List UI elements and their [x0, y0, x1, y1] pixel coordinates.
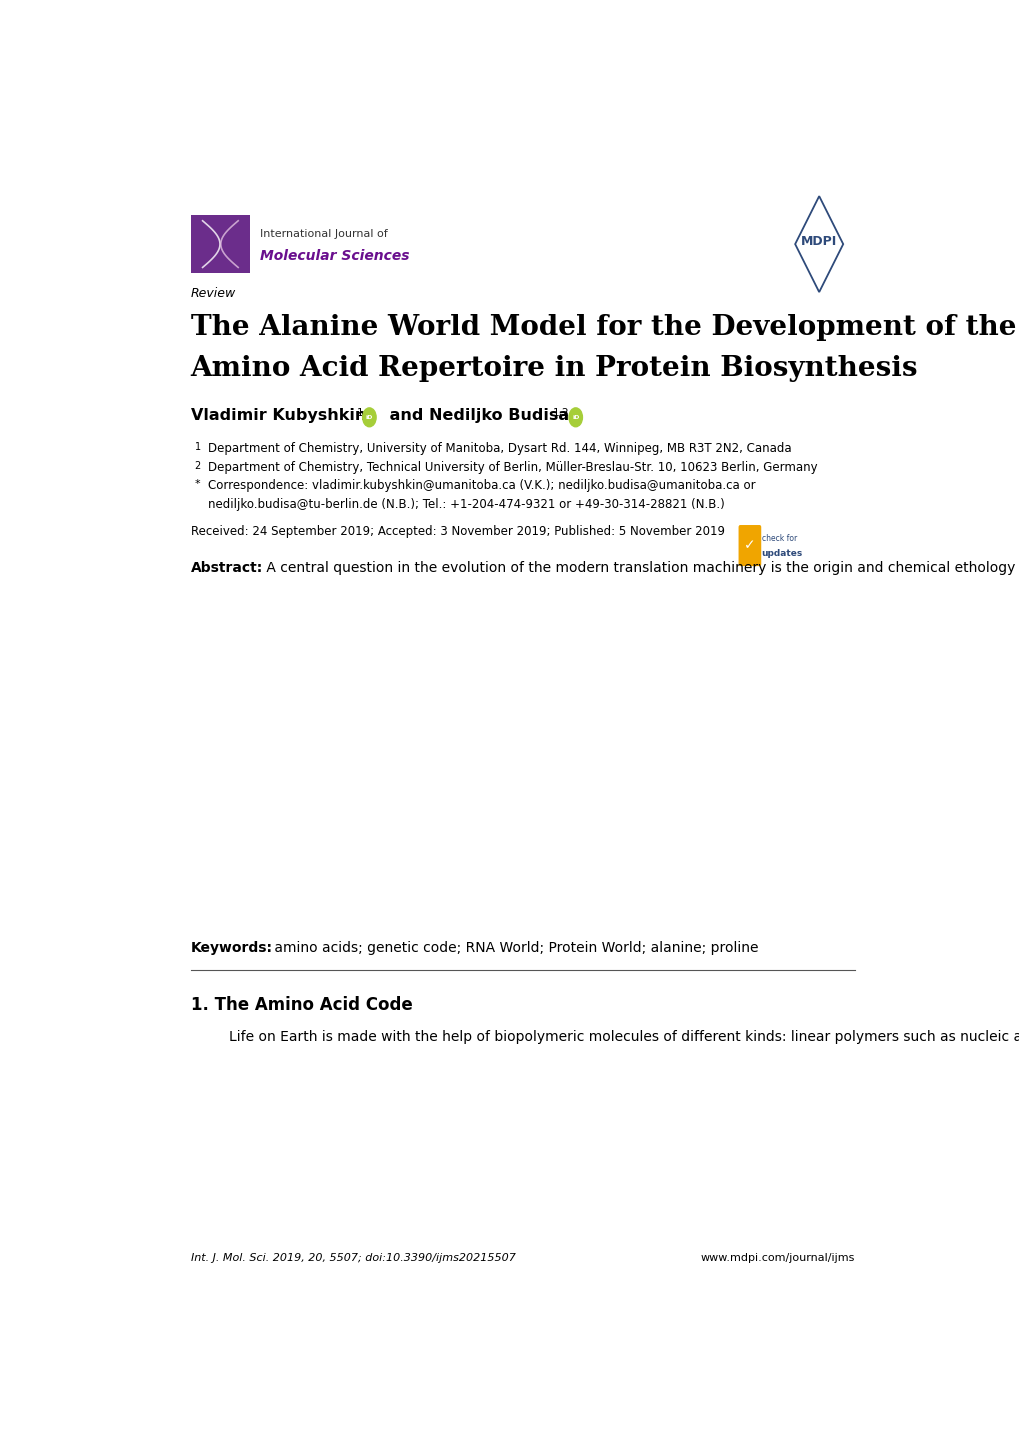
- FancyBboxPatch shape: [191, 215, 250, 273]
- FancyBboxPatch shape: [738, 525, 760, 567]
- Text: nediljko.budisa@tu-berlin.de (N.B.); Tel.: +1-204-474-9321 or +49-30-314-28821 (: nediljko.budisa@tu-berlin.de (N.B.); Tel…: [208, 499, 725, 512]
- Text: Correspondence: vladimir.kubyshkin@umanitoba.ca (V.K.); nediljko.budisa@umanitob: Correspondence: vladimir.kubyshkin@umani…: [208, 480, 755, 493]
- Text: 1,*: 1,*: [357, 408, 372, 418]
- Text: iD: iD: [572, 415, 579, 420]
- Text: International Journal of: International Journal of: [259, 228, 387, 238]
- Text: Keywords:: Keywords:: [191, 940, 272, 955]
- Text: 1,2,*: 1,2,*: [552, 408, 578, 418]
- Text: The Alanine World Model for the Development of the: The Alanine World Model for the Developm…: [191, 314, 1015, 342]
- Text: A central question in the evolution of the modern translation machinery is the o: A central question in the evolution of t…: [262, 561, 1019, 574]
- Circle shape: [363, 408, 376, 427]
- Text: Received: 24 September 2019; Accepted: 3 November 2019; Published: 5 November 20: Received: 24 September 2019; Accepted: 3…: [191, 525, 725, 538]
- Circle shape: [569, 408, 582, 427]
- Text: Amino Acid Repertoire in Protein Biosynthesis: Amino Acid Repertoire in Protein Biosynt…: [191, 355, 917, 382]
- Text: and Nediljko Budisa: and Nediljko Budisa: [383, 408, 574, 424]
- Text: Life on Earth is made with the help of biopolymeric molecules of different kinds: Life on Earth is made with the help of b…: [228, 1030, 1019, 1044]
- Text: Molecular Sciences: Molecular Sciences: [259, 248, 409, 262]
- Text: Vladimir Kubyshkin: Vladimir Kubyshkin: [191, 408, 371, 424]
- Text: 1. The Amino Acid Code: 1. The Amino Acid Code: [191, 996, 412, 1014]
- Text: Department of Chemistry, University of Manitoba, Dysart Rd. 144, Winnipeg, MB R3: Department of Chemistry, University of M…: [208, 441, 791, 454]
- Text: Int. J. Mol. Sci. 2019, 20, 5507; doi:10.3390/ijms20215507: Int. J. Mol. Sci. 2019, 20, 5507; doi:10…: [191, 1253, 516, 1263]
- Text: www.mdpi.com/journal/ijms: www.mdpi.com/journal/ijms: [700, 1253, 854, 1263]
- Text: Review: Review: [191, 287, 235, 300]
- Text: iD: iD: [366, 415, 373, 420]
- Text: check for: check for: [761, 535, 796, 544]
- Text: *: *: [195, 480, 200, 489]
- Text: Abstract:: Abstract:: [191, 561, 263, 574]
- Text: 2: 2: [195, 460, 201, 470]
- Text: updates: updates: [761, 549, 802, 558]
- Text: MDPI: MDPI: [800, 235, 837, 248]
- Text: ✓: ✓: [743, 538, 755, 552]
- Text: 1: 1: [195, 441, 201, 451]
- Text: amino acids; genetic code; RNA World; Protein World; alanine; proline: amino acids; genetic code; RNA World; Pr…: [269, 940, 757, 955]
- Text: Department of Chemistry, Technical University of Berlin, Müller-Breslau-Str. 10,: Department of Chemistry, Technical Unive…: [208, 460, 817, 473]
